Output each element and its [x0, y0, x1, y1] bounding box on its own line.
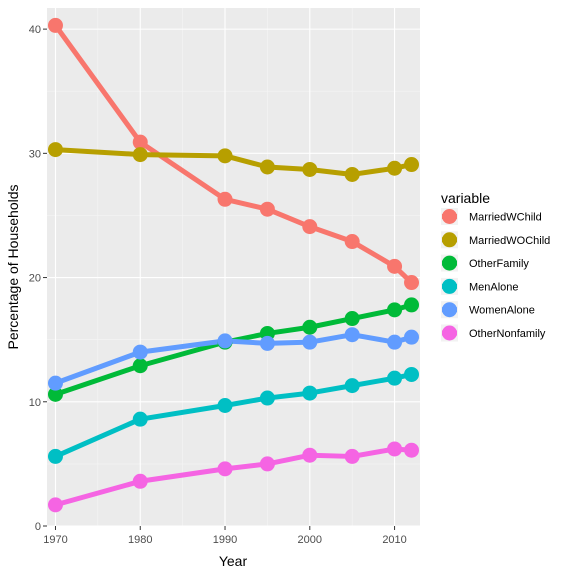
series-points: [47, 17, 420, 513]
legend-title: variable: [441, 190, 490, 206]
legend-label: OtherFamily: [469, 258, 529, 270]
legend-key-point: [442, 278, 457, 294]
data-point-OtherNonfamily: [47, 497, 63, 513]
data-point-MarriedWChild: [344, 234, 360, 250]
legend-key-point: [442, 209, 457, 224]
y-axis-title: Percentage of Households: [5, 185, 21, 350]
data-point-WomenAlone: [47, 375, 63, 391]
data-point-WomenAlone: [404, 329, 420, 345]
y-tick-label: 20: [29, 273, 41, 285]
data-point-WomenAlone: [132, 344, 148, 360]
legend: variable MarriedWChild MarriedWOChild Othe…: [441, 190, 550, 342]
legend-key-point: [442, 325, 457, 341]
legend-key-point: [442, 232, 457, 248]
y-tick-label: 10: [29, 397, 41, 409]
minor-gridlines: [47, 8, 420, 526]
data-point-OtherFamily: [344, 311, 360, 327]
data-point-MarriedWOChild: [344, 166, 360, 182]
legend-key-point: [442, 255, 457, 271]
data-point-MarriedWChild: [302, 219, 318, 235]
data-point-MenAlone: [132, 411, 148, 427]
data-point-OtherFamily: [404, 297, 420, 313]
data-point-MarriedWChild: [217, 191, 233, 207]
data-point-MenAlone: [387, 370, 403, 386]
data-point-WomenAlone: [302, 334, 318, 350]
data-point-MarriedWOChild: [302, 161, 318, 177]
data-point-MarriedWChild: [132, 134, 148, 150]
data-point-MarriedWOChild: [387, 160, 403, 176]
y-tick-label: 40: [29, 24, 41, 36]
data-point-MenAlone: [302, 385, 318, 401]
data-point-WomenAlone: [259, 335, 275, 351]
data-point-MarriedWOChild: [47, 142, 63, 158]
legend-label: OtherNonfamily: [469, 328, 546, 340]
x-tick-label: 2010: [382, 534, 406, 546]
data-point-OtherNonfamily: [404, 442, 420, 458]
data-point-OtherNonfamily: [217, 461, 233, 477]
data-point-MarriedWChild: [47, 17, 63, 33]
legend-label: MarriedWOChild: [469, 235, 550, 247]
data-point-OtherFamily: [302, 319, 318, 335]
legend-label: MenAlone: [469, 281, 519, 293]
data-point-OtherNonfamily: [387, 441, 403, 457]
x-tick-label: 1990: [213, 534, 237, 546]
data-point-MarriedWOChild: [217, 148, 233, 164]
data-point-MarriedWChild: [387, 258, 403, 274]
data-point-MenAlone: [47, 448, 63, 464]
y-tick-label: 30: [29, 148, 41, 160]
data-point-OtherNonfamily: [259, 456, 275, 472]
data-point-MarriedWOChild: [404, 157, 420, 173]
data-point-MenAlone: [404, 366, 420, 382]
x-tick-label: 2000: [298, 534, 322, 546]
panel-background: [47, 8, 420, 526]
data-point-OtherFamily: [132, 358, 148, 374]
data-point-MenAlone: [344, 378, 360, 394]
x-tick-label: 1970: [43, 534, 67, 546]
legend-label: WomenAlone: [469, 305, 535, 317]
x-tick-label: 1980: [128, 534, 152, 546]
data-point-WomenAlone: [387, 334, 403, 350]
y-tick-label: 0: [35, 521, 41, 533]
x-axis: 1970 1980 1990 2000 2010: [43, 526, 407, 546]
y-axis: 0 10 20 30 40: [29, 24, 47, 533]
data-point-OtherNonfamily: [344, 448, 360, 464]
legend-key-point: [442, 302, 457, 318]
series-line-MarriedWChild: [52, 22, 415, 286]
legend-items: MarriedWChild MarriedWOChild OtherFamily Me…: [441, 208, 550, 342]
data-point-OtherFamily: [387, 302, 403, 318]
legend-label: MarriedWChild: [469, 212, 542, 224]
data-point-MenAlone: [217, 398, 233, 414]
data-point-WomenAlone: [217, 333, 233, 349]
data-point-MarriedWChild: [259, 201, 275, 217]
data-point-OtherFamily: [47, 386, 63, 402]
data-point-MarriedWOChild: [132, 147, 148, 163]
data-point-MarriedWOChild: [259, 159, 275, 175]
data-point-WomenAlone: [344, 327, 360, 343]
data-point-MenAlone: [259, 390, 275, 406]
data-point-OtherNonfamily: [132, 473, 148, 489]
x-axis-title: Year: [219, 553, 248, 569]
data-point-OtherNonfamily: [302, 447, 318, 463]
data-point-MarriedWChild: [404, 275, 420, 291]
